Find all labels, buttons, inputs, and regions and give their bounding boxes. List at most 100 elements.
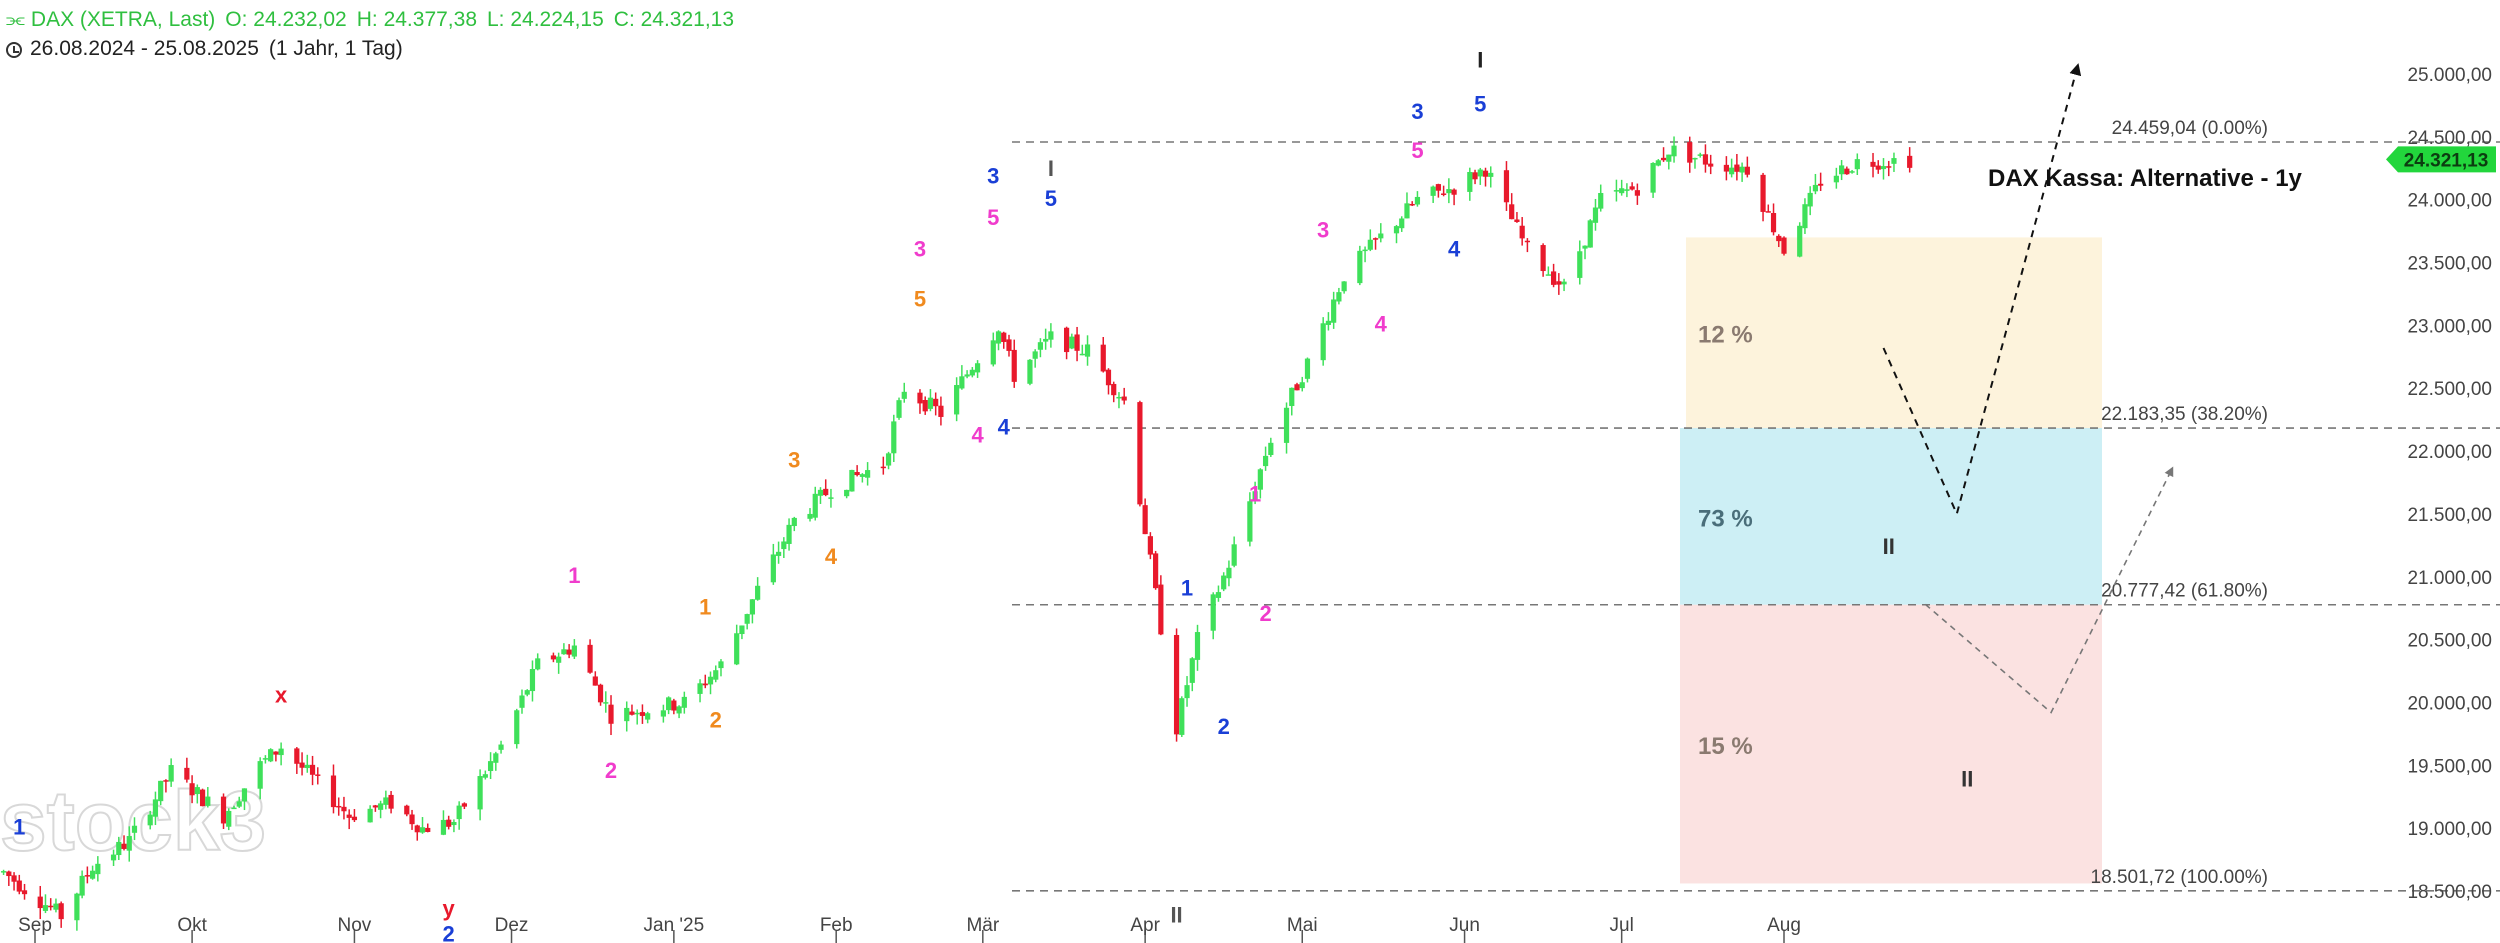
candle-body bbox=[1048, 331, 1054, 340]
candle-body bbox=[37, 896, 43, 909]
wave-label: y bbox=[443, 896, 456, 921]
candle-body bbox=[844, 489, 850, 497]
candle-body bbox=[629, 711, 635, 715]
candle-body bbox=[414, 825, 420, 833]
wave-label: 2 bbox=[1259, 601, 1271, 626]
candle-body bbox=[351, 816, 358, 821]
candle-body bbox=[550, 655, 557, 660]
candle-body bbox=[917, 392, 923, 404]
candle-body bbox=[849, 469, 855, 492]
candle-body bbox=[1147, 536, 1153, 555]
wave-label: 1 bbox=[13, 814, 25, 839]
candle-body bbox=[1247, 501, 1253, 542]
candle-body bbox=[885, 453, 892, 466]
candle-body bbox=[341, 806, 347, 812]
fibonacci-label: 24.459,04 (0.00%) bbox=[2112, 118, 2268, 139]
candle-body bbox=[1524, 240, 1531, 243]
x-tick-label: Dez bbox=[495, 915, 529, 936]
y-tick-label: 20.500,00 bbox=[2407, 631, 2492, 652]
y-tick-label: 22.000,00 bbox=[2407, 442, 2492, 463]
candle-body bbox=[257, 761, 263, 789]
candle-body bbox=[566, 649, 572, 655]
candle-body bbox=[1760, 174, 1766, 212]
probability-zones: 12 % 73 % 15 % bbox=[1680, 237, 2102, 884]
candle-body bbox=[168, 765, 174, 782]
candle-body bbox=[1001, 332, 1007, 342]
candle-body bbox=[1027, 359, 1033, 384]
wave-label: 1 bbox=[699, 594, 711, 619]
candle-body bbox=[1634, 190, 1640, 196]
wave-label: 4 bbox=[998, 415, 1011, 440]
candle-body bbox=[1650, 162, 1656, 193]
date-range: 26.08.2024 - 25.08.2025 bbox=[30, 37, 259, 60]
candle-body bbox=[954, 385, 960, 415]
y-tick-label: 21.500,00 bbox=[2407, 505, 2492, 526]
wave-label: 4 bbox=[825, 544, 838, 569]
y-tick-label: 19.500,00 bbox=[2407, 756, 2492, 777]
candle-body bbox=[116, 841, 122, 856]
candle-body bbox=[1341, 281, 1347, 292]
wave-label: 3 bbox=[987, 163, 999, 188]
wave-label: 2 bbox=[605, 758, 617, 783]
candle-body bbox=[1587, 220, 1593, 248]
candle-body bbox=[315, 774, 321, 776]
candle-body bbox=[1577, 251, 1583, 278]
candle-body bbox=[823, 488, 829, 496]
candle-body bbox=[1325, 320, 1332, 325]
candle-body bbox=[1063, 327, 1070, 353]
candle-body bbox=[854, 472, 860, 476]
candle-body bbox=[791, 517, 797, 527]
candle-body bbox=[1357, 250, 1363, 284]
candle-body bbox=[1781, 237, 1787, 254]
x-tick-label: Mai bbox=[1287, 915, 1318, 936]
candle-body bbox=[74, 893, 80, 921]
candle-body bbox=[1184, 685, 1190, 699]
candle-body bbox=[147, 814, 153, 826]
candle-body bbox=[1613, 190, 1620, 192]
candle-body bbox=[1687, 142, 1693, 163]
candle-body bbox=[807, 513, 813, 519]
candle-body bbox=[1708, 163, 1714, 167]
candle-body bbox=[880, 466, 886, 469]
candle-body bbox=[90, 870, 96, 879]
candle-body bbox=[42, 905, 49, 911]
interval-label: (1 Jahr, 1 Tag) bbox=[268, 37, 403, 60]
candle-body bbox=[1069, 336, 1075, 349]
wave-label: 4 bbox=[971, 422, 984, 447]
fibonacci-levels: 24.459,04 (0.00%) 22.183,35 (38.20%) 20.77… bbox=[1012, 118, 2500, 892]
candle-body bbox=[1907, 155, 1913, 168]
wave-label: x bbox=[275, 682, 288, 707]
y-tick-label: 20.000,00 bbox=[2407, 693, 2492, 714]
wave-label: 5 bbox=[987, 205, 999, 230]
x-tick-label: Nov bbox=[338, 915, 372, 936]
candle-body bbox=[1514, 219, 1520, 223]
candle-body bbox=[1137, 402, 1143, 505]
candle-body bbox=[268, 749, 274, 762]
candle-body bbox=[597, 684, 604, 703]
candle-body bbox=[6, 871, 12, 877]
candle-body bbox=[1105, 369, 1112, 386]
range-header[interactable]: 26.08.2024 - 25.08.2025 (1 Jahr, 1 Tag) bbox=[6, 37, 413, 61]
candle-body bbox=[1378, 233, 1384, 239]
candle-body bbox=[461, 803, 467, 807]
candle-body bbox=[1739, 166, 1745, 173]
candle-body bbox=[205, 796, 211, 806]
candle-body bbox=[1660, 157, 1667, 161]
wave-label: 2 bbox=[710, 708, 722, 733]
price-tag-shape bbox=[2386, 146, 2496, 173]
y-tick-label: 25.000,00 bbox=[2407, 65, 2492, 86]
open-value: O: 24.232,02 bbox=[225, 8, 347, 31]
candle-body bbox=[346, 814, 352, 818]
candle-body bbox=[336, 805, 342, 808]
candle-body bbox=[1011, 349, 1017, 382]
candle-body bbox=[1189, 658, 1195, 683]
x-tick-label: Feb bbox=[820, 915, 853, 936]
candle-body bbox=[1252, 491, 1258, 501]
candle-body bbox=[95, 863, 101, 875]
wave-label: 1 bbox=[1181, 576, 1193, 601]
wave-label: 2 bbox=[1218, 714, 1230, 739]
candle-body bbox=[514, 710, 520, 745]
candle-body bbox=[1268, 442, 1274, 455]
candle-body bbox=[964, 374, 970, 377]
